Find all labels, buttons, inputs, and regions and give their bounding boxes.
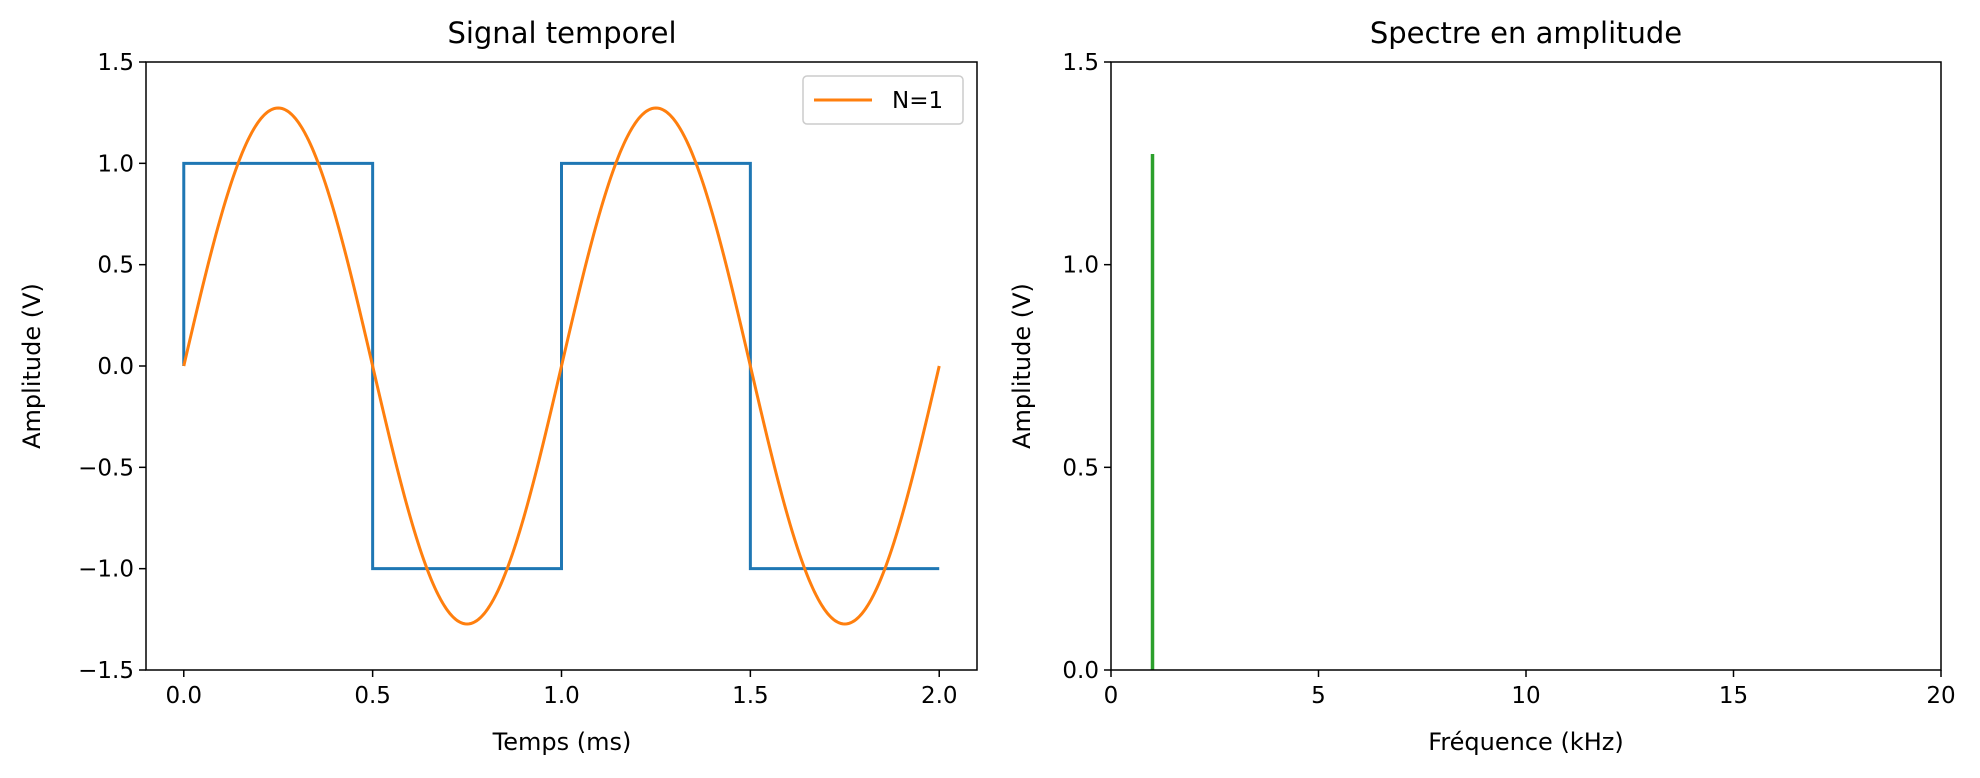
chart-title: Spectre en amplitude bbox=[1370, 16, 1682, 50]
y-axis-ticks: 0.0 0.5 1.0 1.5 bbox=[1062, 50, 1111, 684]
legend-box bbox=[802, 75, 964, 125]
y-tick-label: 0.0 bbox=[1062, 658, 1099, 684]
y-tick-label: 1.0 bbox=[97, 151, 134, 177]
y-tick-label: 0.0 bbox=[97, 354, 134, 380]
y-axis-label: Amplitude (V) bbox=[1008, 283, 1036, 449]
legend: N=1 bbox=[802, 75, 964, 125]
x-tick-label: 1.0 bbox=[543, 683, 580, 709]
time-signal-chart: Signal temporel 0.0 0.5 1.0 1.5 2.0 −1.5 −1.0… bbox=[18, 16, 978, 756]
y-tick-label: 1.5 bbox=[1062, 50, 1099, 76]
x-tick-label: 5 bbox=[1311, 683, 1326, 709]
x-tick-label: 0.5 bbox=[354, 683, 391, 709]
x-tick-label: 2.0 bbox=[921, 683, 958, 709]
x-axis-label: Temps (ms) bbox=[492, 728, 632, 756]
y-tick-label: −1.5 bbox=[78, 658, 134, 684]
x-axis-ticks: 0.0 0.5 1.0 1.5 2.0 bbox=[165, 670, 958, 709]
y-axis-ticks: −1.5 −1.0 −0.5 0.0 0.5 1.0 1.5 bbox=[78, 50, 146, 684]
x-axis-label: Fréquence (kHz) bbox=[1428, 728, 1623, 756]
axes-frame bbox=[1110, 61, 1942, 671]
y-tick-label: 1.0 bbox=[1062, 253, 1099, 279]
sine-approximation-line bbox=[182, 106, 941, 626]
y-tick-label: 0.5 bbox=[1062, 455, 1099, 481]
y-tick-label: −0.5 bbox=[78, 455, 134, 481]
y-tick-label: 0.5 bbox=[97, 253, 134, 279]
y-axis-label: Amplitude (V) bbox=[18, 283, 46, 449]
y-tick-label: 1.5 bbox=[97, 50, 134, 76]
x-tick-label: 15 bbox=[1719, 683, 1748, 709]
spectrum-chart: Spectre en amplitude 0 5 10 15 20 0.0 0.5 1.0 1… bbox=[1008, 16, 1956, 756]
x-tick-label: 0.0 bbox=[165, 683, 202, 709]
legend-label-n1: N=1 bbox=[892, 88, 943, 114]
x-axis-ticks: 0 5 10 15 20 bbox=[1104, 670, 1956, 709]
x-tick-label: 1.5 bbox=[732, 683, 769, 709]
x-tick-label: 0 bbox=[1104, 683, 1119, 709]
x-tick-label: 20 bbox=[1926, 683, 1955, 709]
chart-title: Signal temporel bbox=[447, 16, 676, 50]
y-tick-label: −1.0 bbox=[78, 557, 134, 583]
plot-area bbox=[182, 106, 941, 626]
x-tick-label: 10 bbox=[1511, 683, 1540, 709]
square-wave-line bbox=[182, 161, 940, 571]
